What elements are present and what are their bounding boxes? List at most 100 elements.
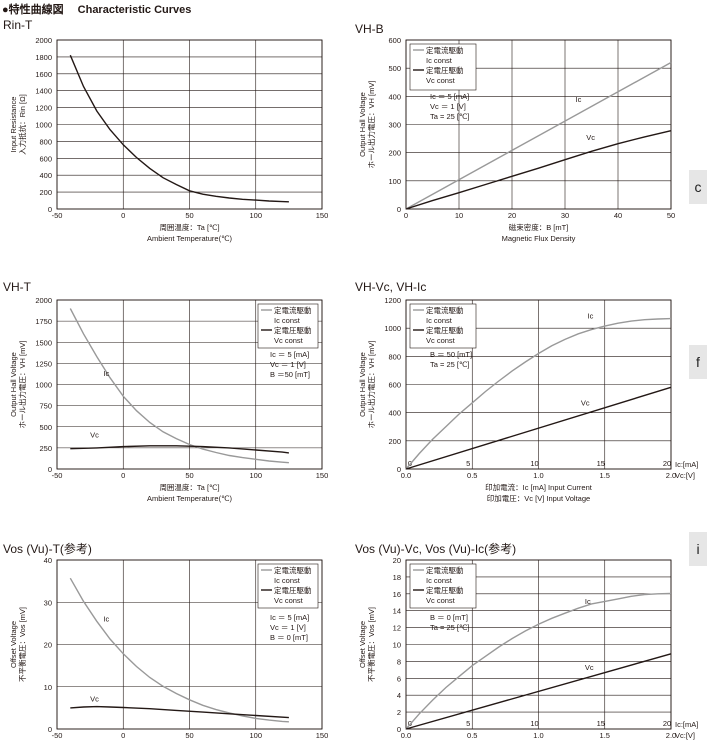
chart-vosvc-ytick: 10 [393,641,401,650]
chart-title-rin: Rin-T [3,18,32,32]
chart-rin-ytick: 1400 [35,87,52,96]
chart-vhvc-ytick: 1200 [384,296,401,305]
chart-vht-ytick: 1500 [35,338,52,347]
side-tab-i[interactable]: i [689,532,707,566]
chart-rin-ytick: 2000 [35,36,52,45]
chart-rin-ytick: 1800 [35,53,52,62]
chart-vosvc-ytick: 20 [393,556,401,565]
chart-vht-ytick: 1000 [35,381,52,390]
chart-vosvc-legend-item: 定電圧駆動 [426,585,464,595]
chart-vhvc-xtick: 1.5 [600,471,610,480]
chart-vhb-xlabel-1: 磁束密度：B [mT] [509,222,569,232]
chart-vht-xtick: 150 [316,471,329,480]
chart-vhvc-legend-item: Ic const [426,316,453,325]
chart-vost-ylabel-1: Offset Voltage [9,621,18,668]
chart-vht-xtick: -50 [52,471,63,480]
side-tab-c[interactable]: c [689,170,707,204]
heading-subtitle: Characteristic Curves [77,4,192,16]
chart-vhvc-ic-unit: Ic:[mA] [675,460,698,469]
chart-vhb-frame [405,39,672,210]
chart-vosvc-ytick: 8 [397,657,401,666]
chart-title-vost-sub: (参考) [59,542,92,556]
chart-vhvc-ylabel-1: Output Hall Voltage [358,352,367,417]
chart-vost-legend-item: Ic const [274,576,301,585]
chart-title-vht-text: VH-T [3,280,31,294]
chart-vhb-xtick: 30 [561,211,569,220]
chart-vht-series-label-0: Ic [103,369,109,378]
chart-title-vosvc: Vos (Vu)-Vc, Vos (Vu)-Ic(参考) [355,540,516,557]
chart-title-rin-text: Rin-T [3,18,33,32]
chart-vosvc-ylabel-1: Offset Voltage [358,621,367,668]
heading-title: ●特性曲線図 [2,4,64,16]
chart-vhb-condition: Ic ＝ 5 [mA] [430,92,469,101]
chart-vosvc-series-label-0: Ic [585,597,591,606]
chart-rin-xlabel-1: 周囲温度：Ta [℃] [159,222,219,232]
side-tab-f[interactable]: f [689,345,707,379]
chart-vosvc-series-label-1: Vc [585,663,594,672]
chart-vhvc-legend-item: 定電流駆動 [426,305,464,315]
chart-vhb-legend-item: 定電圧駆動 [426,65,464,75]
chart-vosvc-xtick: 1.0 [533,731,543,740]
chart-vhvc-condition: Ta = 25 [℃] [430,360,470,369]
chart-rin-xtick: 0 [121,211,125,220]
chart-vost-condition: B ＝ 0 [mT] [270,633,308,642]
chart-rin-ytick: 800 [39,137,52,146]
chart-vost-xtick: 50 [185,731,193,740]
chart-vosvc-ytick: 16 [393,590,401,599]
chart-vosvc-ylabel-2: 不平衡電圧：Vos [mV] [366,607,376,682]
chart-vht-series-label-1: Vc [90,431,99,440]
chart-vhvc-xtick: 1.0 [533,471,543,480]
chart-rin-ytick: 200 [39,188,52,197]
chart-vht-ytick: 750 [39,402,52,411]
chart-vhvc-legend [409,303,477,349]
chart-vhvc-ytick: 600 [388,381,401,390]
chart-vhvc-xlabel-2: 印加電圧：Vc [V] Input Voltage [487,493,590,503]
chart-vhvc-legend-item: 定電圧駆動 [426,325,464,335]
chart-vht-legend-item: Vc const [274,336,304,345]
chart-rin-xtick: 50 [185,211,193,220]
chart-vhb-xlabel-2: Magnetic Flux Density [502,234,576,243]
chart-title-vost-text: Vos (Vu)-T [3,542,60,556]
chart-rin-ytick: 400 [39,171,52,180]
chart-rin-xtick: 100 [249,211,262,220]
chart-vosvc-ic-tick: 20 [663,719,671,728]
chart-vosvc-ytick: 6 [397,674,401,683]
chart-vost-frame [56,559,323,730]
chart-title-vosvc-text: Vos (Vu)-Vc, Vos (Vu)-Ic [355,542,485,556]
chart-vht-ytick: 250 [39,444,52,453]
chart-vhvc-ytick: 800 [388,352,401,361]
chart-rin-xlabel-2: Ambient Temperature(℃) [147,234,232,243]
chart-vhb-ylabel-2: ホール出力電圧：VH [mV] [366,81,376,169]
chart-vht-condition: B ＝50 [mT] [270,370,310,379]
chart-vhb-series-vc [405,130,672,210]
chart-vht-ytick: 1750 [35,317,52,326]
chart-vosvc-series-vc [405,653,672,730]
chart-vht-legend-item: 定電圧駆動 [274,325,312,335]
chart-vost-ytick: 30 [44,598,52,607]
chart-vost-series-label-1: Vc [90,695,99,704]
chart-vhb-ytick: 100 [388,177,401,186]
chart-vosvc-vc-unit: Vc:[V] [675,731,695,740]
chart-vosvc-ic-tick: 5 [466,719,470,728]
chart-vost-xtick: 150 [316,731,329,740]
chart-vht-xlabel-2: Ambient Temperature(℃) [147,494,232,503]
chart-vosvc-condition: Ta = 25 [℃] [430,623,470,632]
chart-vosvc-condition: B ＝ 0 [mT] [430,613,468,622]
chart-vost-legend-item: 定電圧駆動 [274,585,312,595]
chart-vhb-series-ic [405,61,672,210]
chart-vost-series-label-0: Ic [103,614,109,623]
chart-vhvc-ic-tick: 15 [597,459,605,468]
chart-vost-ylabel-2: 不平衡電圧：Vos [mV] [17,607,27,682]
chart-vhvc-ytick: 200 [388,437,401,446]
chart-vost-legend [257,563,319,609]
chart-title-vht: VH-T [3,280,31,294]
chart-rin-ytick: 1000 [35,121,52,130]
chart-vosvc-ytick: 4 [397,691,401,700]
chart-rin-xtick: 150 [316,211,329,220]
chart-vhb-xtick: 40 [614,211,622,220]
chart-vost-condition: Ic ＝ 5 [mA] [270,613,309,622]
chart-vhvc-ic-tick: 10 [530,459,538,468]
chart-rin-ylabel-1: Input Resistance [9,97,18,153]
